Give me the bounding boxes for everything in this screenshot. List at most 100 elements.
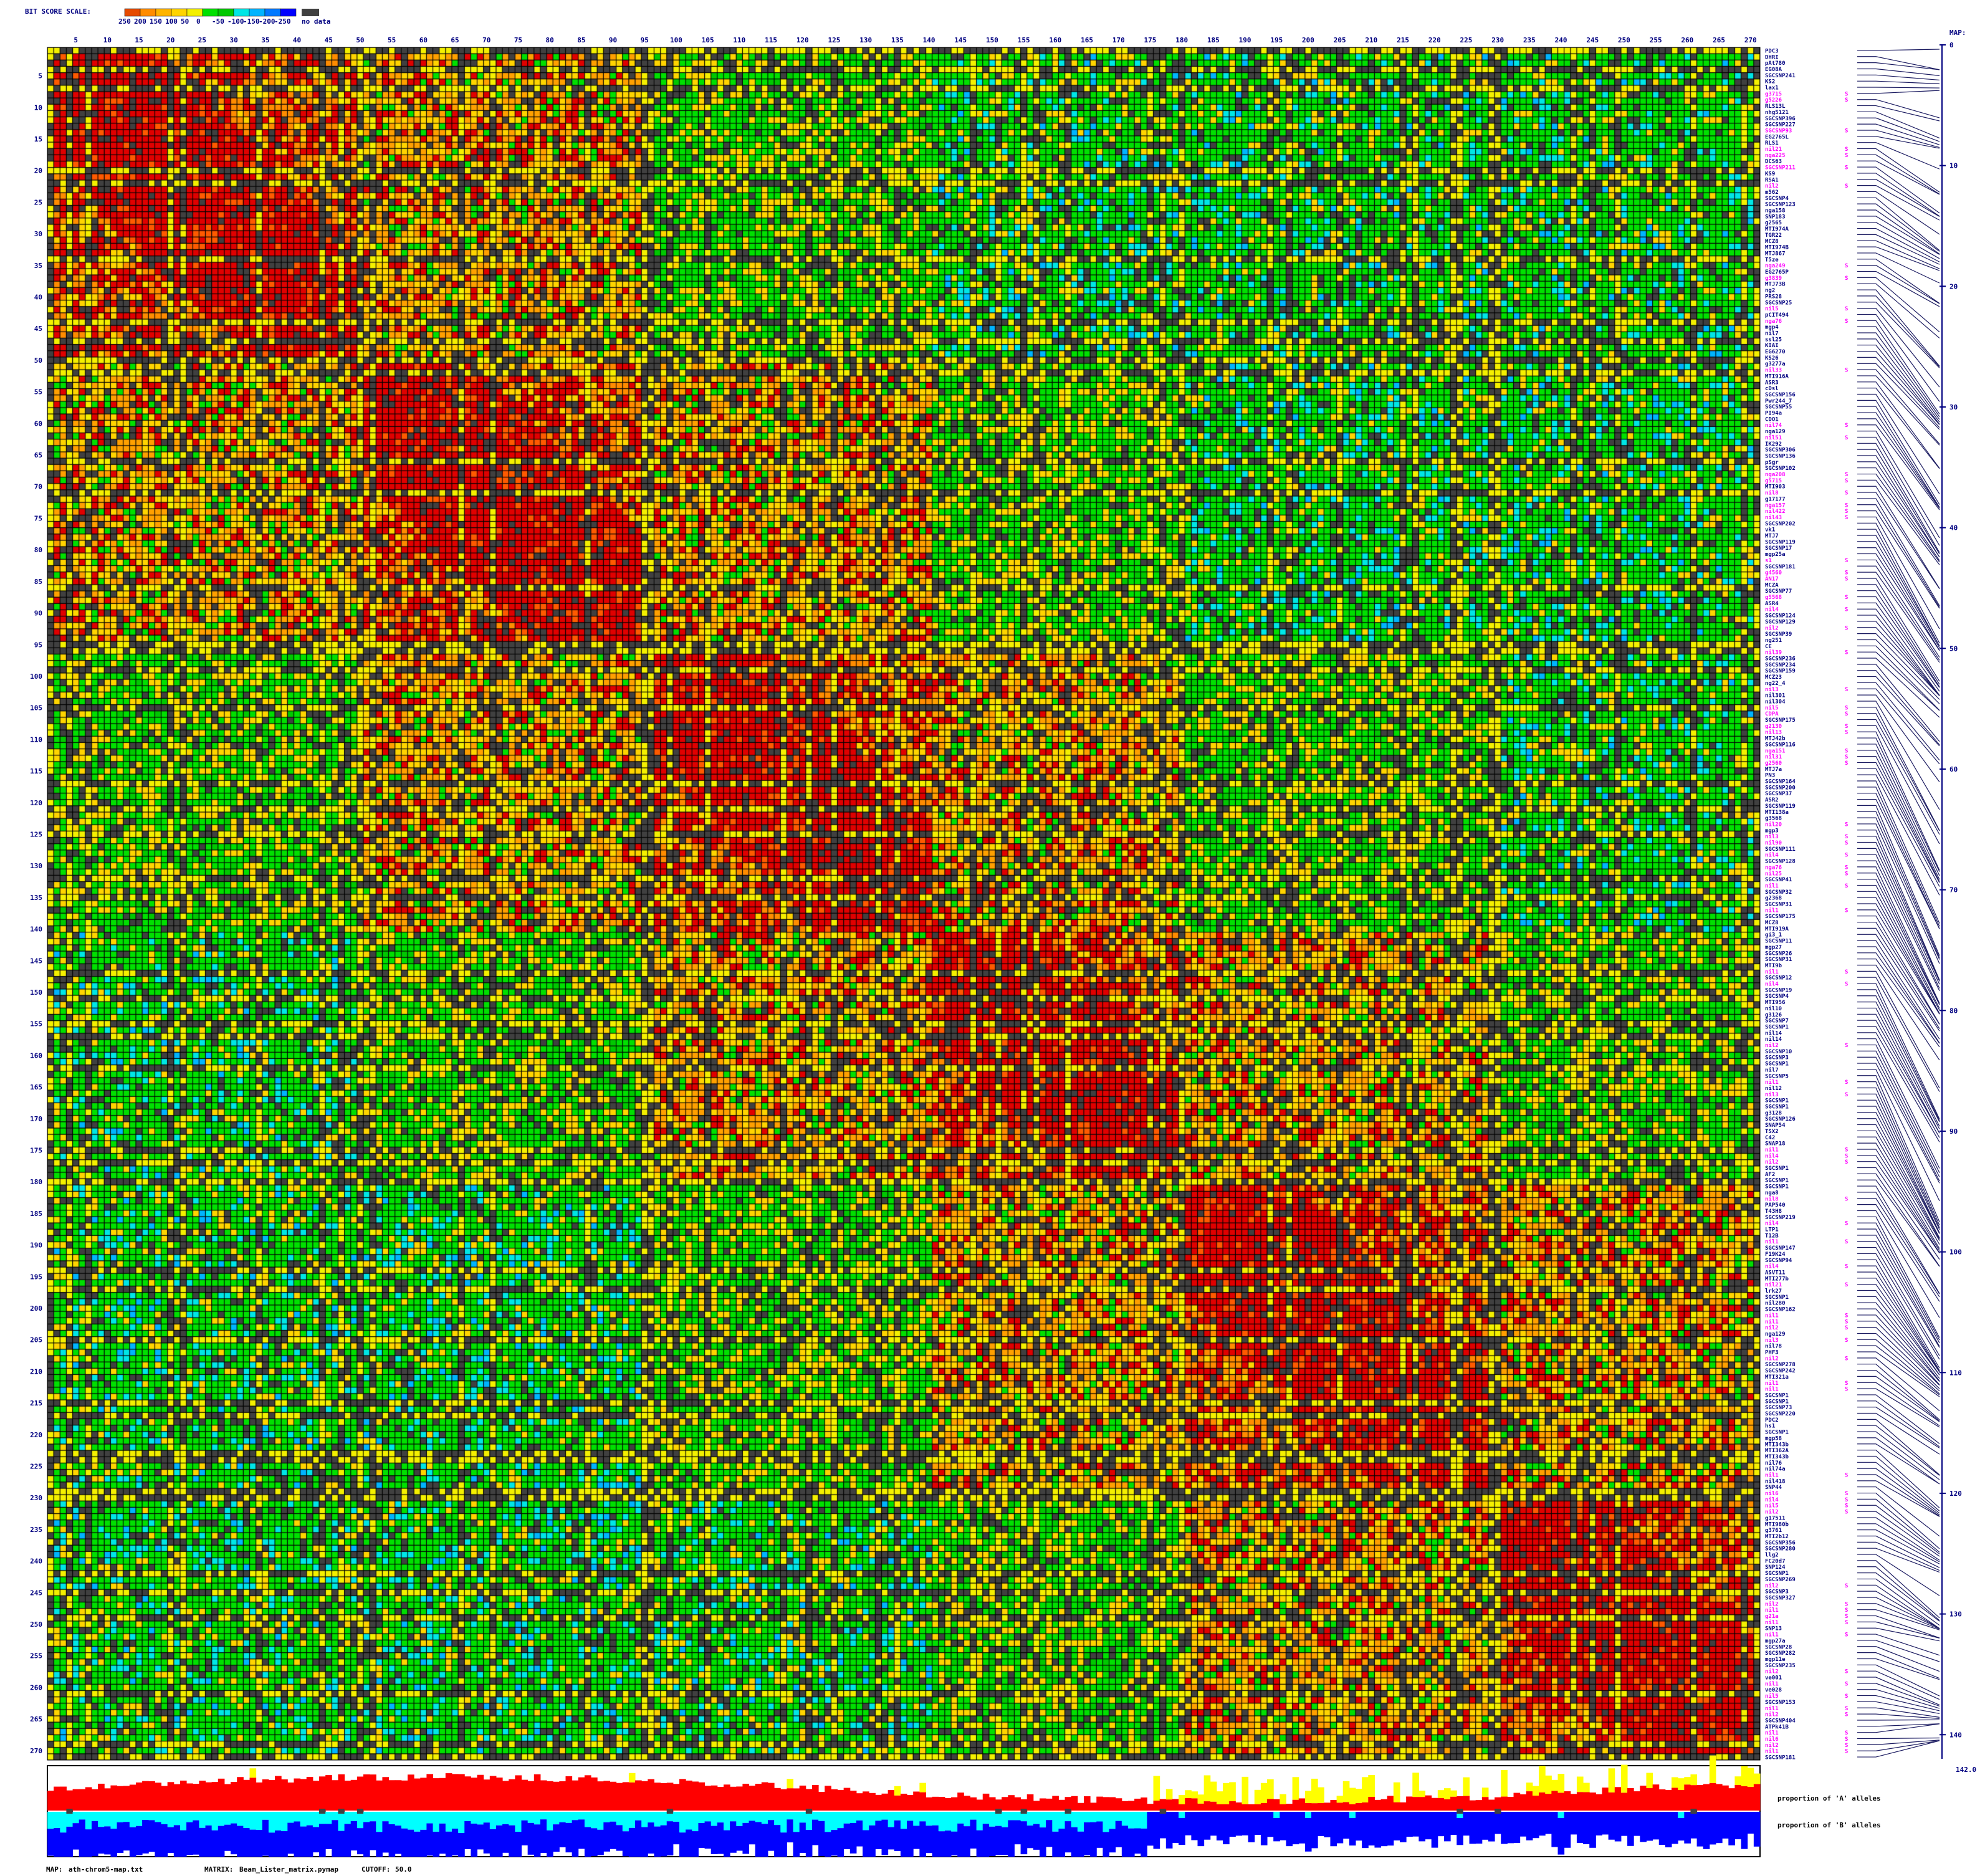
map-connector-line [1857,553,1940,651]
map-connector-line [1857,737,1940,872]
proportion-a-bar [1450,1796,1457,1811]
marker-label: nil6 [1765,1736,1779,1743]
segregation-flag: S [1845,165,1848,171]
proportion-b-bar [1481,1812,1489,1840]
map-connector-line [1857,173,1940,217]
proportion-b-bar [736,1826,743,1851]
proportion-a-bar [1223,1804,1230,1811]
marker-label: SGCSNP282 [1765,1650,1796,1657]
map-end-label: 142.0 [1956,1766,1976,1774]
segregation-flag: S [1845,491,1848,497]
map-connector-line [1857,762,1940,883]
proportion-a-het-bar [1501,1770,1508,1797]
proportion-b-bar [1127,1828,1135,1857]
proportion-a-bar [1260,1803,1268,1811]
proportion-b-bar [825,1832,831,1857]
marker-label: nil2 [1765,1601,1779,1607]
proportion-b-bar [1734,1812,1742,1840]
marker-label: T12B [1765,1233,1779,1239]
proportion-a-bar [572,1780,579,1811]
proportion-a-het-bar [1418,1791,1426,1797]
proportion-b-het-bar [988,1812,996,1827]
map-connector-line [1857,160,1940,195]
row-tick-label: 215 [30,1399,42,1407]
scale-swatch [171,8,188,17]
map-tick-label: 110 [1949,1369,1962,1377]
proportion-a-bar [742,1783,750,1811]
map-connector-line [1857,989,1940,1121]
proportion-b-bar [1286,1812,1293,1847]
row-tick-label: 70 [34,483,42,491]
map-connector-line [1857,240,1940,269]
proportion-b-bar [1456,1818,1463,1845]
footer-matrix-value: Beam_Lister_matrix.pymap [239,1865,338,1874]
proportion-b-het-bar [900,1812,907,1829]
column-tick-label: 85 [577,36,585,44]
proportion-b-bar [1450,1812,1457,1835]
proportion-b-bar [1684,1812,1691,1844]
proportion-a-bar [218,1778,225,1811]
proportion-a-bar [1722,1785,1729,1811]
proportion-b-het-bar [584,1812,591,1827]
map-connector-line [1857,719,1940,835]
map-connector-line [1857,817,1940,960]
proportion-b-het-bar [451,1812,459,1829]
segregation-flag: S [1845,472,1848,478]
proportion-b-bar [287,1822,294,1854]
proportion-b-het-bar [1090,1812,1097,1822]
proportion-b-bar [1374,1812,1382,1848]
map-connector-line [1857,338,1940,423]
map-connector-line [1857,117,1940,142]
marker-label: AN17 [1765,576,1779,582]
proportion-b-bar [717,1822,724,1854]
marker-label: nil5 [1765,305,1779,312]
column-tick-label: 45 [325,36,333,44]
proportion-b-bar [1658,1812,1666,1845]
map-connector-line [1857,1474,1940,1516]
map-connector-line [1857,87,1940,89]
proportion-a-bar [1608,1792,1615,1811]
proportion-a-bar [540,1780,547,1811]
proportion-a-bar [312,1781,320,1811]
proportion-a-bar [1551,1791,1559,1811]
marker-label: nil43 [1765,514,1782,521]
map-connector-line [1857,1523,1940,1563]
proportion-a-het-bar [1254,1789,1261,1804]
proportion-b-het-bar [616,1812,623,1826]
marker-label: nil39 [1765,649,1782,656]
proportion-b-bar [944,1831,952,1857]
marker-label: SGCSNP181 [1765,564,1796,570]
proportion-a-het-bar [1481,1787,1489,1797]
marker-label: g5715 [1765,478,1782,484]
marker-label: nil5 [1765,704,1779,711]
marker-label: SGCSNP200 [1765,785,1796,791]
marker-label: nga129 [1765,429,1786,435]
proportion-a-bar [995,1799,1002,1811]
proportion-b-bar [356,1828,364,1855]
map-connector-line [1857,1450,1940,1508]
proportion-b-het-bar [1083,1812,1091,1822]
map-connector-line [1857,1314,1940,1385]
marker-label: nil7 [1765,1066,1779,1073]
row-tick-label: 195 [30,1273,42,1281]
proportion-a-bar [521,1779,529,1811]
marker-label: MCZ8 [1765,920,1779,926]
proportion-a-bar [1443,1799,1451,1811]
proportion-b-het-bar [831,1812,838,1831]
proportion-a-bar [767,1783,775,1811]
proportion-a-bar [363,1774,370,1811]
proportion-a-bar [1400,1802,1407,1811]
marker-label: SGCSNP1 [1765,1295,1789,1301]
proportion-a-bar [110,1785,118,1811]
proportion-a-het-bar [1203,1775,1211,1802]
proportion-b-bar [199,1827,206,1857]
proportion-a-bar [1040,1798,1046,1811]
column-tick-label: 160 [1049,36,1061,44]
proportion-a-bar [1539,1792,1546,1811]
marker-label: SGCSNP396 [1765,116,1796,122]
proportion-a-bar [1254,1804,1261,1811]
proportion-b-bar [761,1824,768,1857]
map-connector-line [1857,1026,1940,1138]
proportion-b-het-bar [306,1812,313,1826]
